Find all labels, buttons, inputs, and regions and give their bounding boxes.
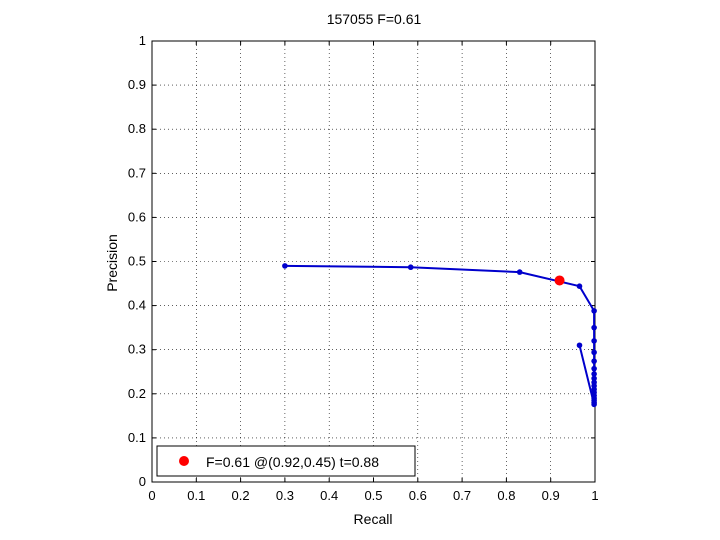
legend-label: F=0.61 @(0.92,0.45) t=0.88 (206, 454, 379, 470)
pr-curve-point (576, 342, 583, 349)
x-tick-label: 0.2 (232, 488, 250, 503)
plot-border (151, 40, 596, 483)
y-tick-label: 0.6 (128, 209, 146, 224)
legend-marker (179, 456, 189, 466)
y-tick-label: 0.3 (128, 342, 146, 357)
pr-curve-point (591, 324, 597, 331)
series-layer (282, 263, 597, 408)
y-axis-label: Precision (104, 234, 120, 292)
x-axis-ticks: 0 0.1 0.2 0.3 0.4 0.5 0.6 0.7 0.8 0.9 1 (148, 41, 599, 503)
x-axis-label: Recall (354, 511, 393, 527)
pr-curve-point (591, 308, 597, 314)
y-tick-label: 0.7 (128, 165, 146, 180)
x-tick-label: 0 (148, 488, 155, 503)
pr-curve-point (516, 269, 523, 275)
x-tick-label: 0.4 (320, 488, 338, 503)
y-tick-label: 0 (139, 474, 146, 489)
x-tick-label: 0.3 (276, 488, 294, 503)
y-tick-label: 1 (139, 33, 146, 48)
x-tick-label: 1 (591, 488, 598, 503)
x-tick-label: 0.5 (364, 488, 382, 503)
pr-curve-point (576, 283, 583, 289)
pr-curve-point (591, 401, 597, 408)
pr-curve-point (591, 365, 597, 372)
y-tick-label: 0.9 (128, 77, 146, 92)
pr-curve-point (407, 264, 414, 271)
chart-title: 157055 F=0.61 (327, 11, 422, 27)
pr-curve-point (591, 349, 597, 356)
x-tick-label: 0.1 (187, 488, 205, 503)
x-tick-label: 0.7 (453, 488, 471, 503)
legend: F=0.61 @(0.92,0.45) t=0.88 (156, 445, 416, 477)
y-tick-label: 0.2 (128, 386, 146, 401)
pr-curve-point (591, 338, 597, 344)
y-tick-label: 0.8 (128, 121, 146, 136)
pr-curve-point (591, 375, 597, 382)
pr-curve-point (591, 371, 597, 377)
grid-lines (152, 41, 595, 482)
y-tick-label: 0.5 (128, 254, 146, 269)
y-tick-label: 0.1 (128, 430, 146, 445)
pr-curve-point (591, 358, 597, 364)
x-tick-label: 0.8 (497, 488, 515, 503)
x-tick-label: 0.6 (409, 488, 427, 503)
best-f-point (554, 275, 565, 286)
legend-box (156, 445, 416, 477)
pr-curve-point (282, 263, 288, 269)
y-axis-ticks: 0 0.1 0.2 0.3 0.4 0.5 0.6 0.7 0.8 0.9 1 (128, 33, 595, 489)
y-tick-label: 0.4 (128, 298, 146, 313)
x-tick-label: 0.9 (542, 488, 560, 503)
